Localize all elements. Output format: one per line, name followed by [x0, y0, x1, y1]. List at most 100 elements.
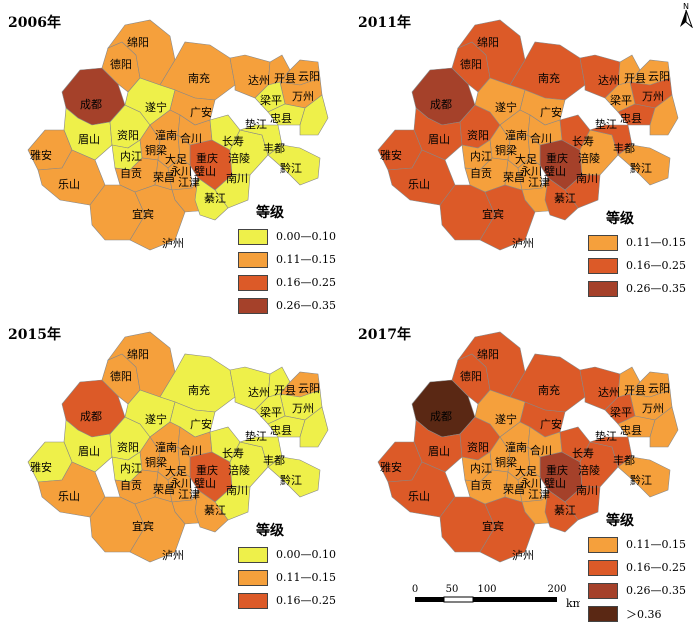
region-label-tongliang: 铜梁 — [145, 144, 167, 157]
legend-label: 0.26—0.35 — [626, 584, 686, 597]
region-label-dazu: 大足 — [165, 465, 187, 478]
region-label-zhongxian: 忠县 — [270, 424, 292, 437]
region-label-jiangjin: 江津 — [178, 176, 200, 189]
region-yongchuan — [517, 157, 543, 191]
region-label-guangan: 广安 — [190, 418, 212, 431]
region-label-bishan: 璧山 — [544, 477, 566, 490]
region-label-yibin: 宜宾 — [482, 520, 504, 533]
region-label-suining: 遂宁 — [145, 413, 167, 426]
region-label-dianjiang: 垫江 — [245, 118, 267, 131]
region-label-luzhou: 泸州 — [512, 237, 534, 250]
panel-title: 2017年 — [358, 327, 411, 343]
region-label-dazhou: 达州 — [248, 386, 270, 399]
region-label-yongchuan: 永川 — [170, 165, 192, 178]
region-label-guangan: 广安 — [540, 418, 562, 431]
region-label-suining: 遂宁 — [495, 101, 517, 114]
legend-swatch — [588, 280, 618, 297]
region-label-dazu: 大足 — [515, 153, 537, 166]
region-label-ziyang: 资阳 — [467, 441, 489, 454]
legend-label: 0.16—0.25 — [276, 594, 336, 607]
region-label-luzhou: 泸州 — [162, 237, 184, 250]
region-yongchuan — [167, 157, 193, 191]
region-label-fuling: 涪陵 — [578, 152, 600, 165]
region-label-yongchuan: 永川 — [170, 477, 192, 490]
region-label-tongnan: 潼南 — [155, 441, 177, 454]
region-label-guangan: 广安 — [190, 106, 212, 119]
region-label-kaixian: 开县 — [274, 72, 296, 85]
region-qijiang — [194, 489, 229, 533]
scale-unit: km — [566, 597, 580, 610]
region-label-tongnan: 潼南 — [505, 441, 527, 454]
legend-label: 0.11—0.15 — [276, 571, 336, 584]
legend-label: 0.16—0.25 — [276, 276, 336, 289]
region-bishan — [177, 446, 191, 478]
region-label-leshan: 乐山 — [58, 490, 80, 503]
region-label-suining: 遂宁 — [495, 413, 517, 426]
region-xiaoqu — [299, 94, 329, 136]
region-qijiang — [544, 177, 579, 221]
legend-swatch — [588, 257, 618, 274]
map-panel-2015: 2015年 成都 德阳 绵阳 南充 达州 开县 云阳 万州 梁平 忠县 垫江 遂宁 广安 眉山 资阳 潼南 合川 长… — [0, 312, 350, 624]
region-label-qijiang: 綦江 — [554, 192, 576, 205]
region-label-yaan: 雅安 — [30, 149, 52, 162]
region-label-mianyang: 绵阳 — [477, 348, 499, 361]
region-label-dazhou: 达州 — [598, 386, 620, 399]
region-label-fuling: 涪陵 — [228, 464, 250, 477]
region-label-mianyang: 绵阳 — [127, 36, 149, 49]
legend-item: ＞0.36 — [588, 604, 686, 623]
region-label-dazu: 大足 — [515, 465, 537, 478]
region-label-qianjiang: 黔江 — [280, 162, 302, 175]
region-label-zhongxian: 忠县 — [620, 112, 642, 125]
region-liangping — [254, 81, 286, 113]
region-label-liangping: 梁平 — [610, 406, 632, 419]
legend-label: ＞0.36 — [626, 607, 662, 621]
region-label-bishan: 璧山 — [544, 165, 566, 178]
region-label-chengdu: 成都 — [80, 410, 102, 423]
region-label-kaixian: 开县 — [624, 72, 646, 85]
legend-swatch — [588, 582, 618, 599]
region-label-meishan: 眉山 — [78, 133, 100, 146]
region-label-tongnan: 潼南 — [155, 129, 177, 142]
region-qianjiang — [617, 144, 671, 186]
region-label-chongqing: 重庆 — [546, 464, 568, 477]
region-label-liangping: 梁平 — [610, 94, 632, 107]
region-label-leshan: 乐山 — [58, 178, 80, 191]
legend-swatch — [238, 297, 268, 314]
legend-label: 0.16—0.25 — [626, 561, 686, 574]
region-label-ziyang: 资阳 — [467, 129, 489, 142]
region-xiaoqu — [649, 406, 679, 448]
region-label-suining: 遂宁 — [145, 101, 167, 114]
region-label-dianjiang: 垫江 — [595, 430, 617, 443]
legend-label: 0.00—0.10 — [276, 230, 336, 243]
legend-item: 0.11—0.15 — [238, 250, 336, 269]
region-label-tongliang: 铜梁 — [495, 144, 517, 157]
region-label-fengdu: 丰都 — [263, 142, 285, 155]
region-label-neijiang: 内江 — [470, 462, 492, 475]
legend-swatch — [238, 251, 268, 268]
region-label-qijiang: 綦江 — [204, 504, 226, 517]
region-label-chengdu: 成都 — [430, 410, 452, 423]
region-label-luzhou: 泸州 — [512, 549, 534, 562]
legend-item: 0.16—0.25 — [238, 273, 336, 292]
region-label-wanzhou: 万州 — [642, 402, 664, 415]
legend-item: 0.11—0.15 — [588, 233, 686, 252]
scale-tick-200: 200 — [547, 584, 566, 595]
region-label-yongchuan: 永川 — [520, 165, 542, 178]
legend-item: 0.16—0.25 — [588, 256, 686, 275]
region-label-jiangjin: 江津 — [178, 488, 200, 501]
legend: 等级 0.00—0.10 0.11—0.15 0.16—0.25 0.26—0.35 — [238, 202, 336, 319]
region-map — [27, 331, 329, 563]
region-label-yunyang: 云阳 — [298, 382, 320, 395]
region-label-meishan: 眉山 — [428, 445, 450, 458]
region-label-yongchuan: 永川 — [520, 477, 542, 490]
region-label-zigong: 自贡 — [120, 167, 142, 180]
legend-label: 0.16—0.25 — [626, 259, 686, 272]
legend-item: 0.16—0.25 — [238, 591, 336, 610]
region-label-nanchuan: 南川 — [226, 484, 248, 497]
legend-item: 0.00—0.10 — [238, 545, 336, 564]
region-label-nanchong: 南充 — [538, 72, 560, 85]
region-label-nanchong: 南充 — [538, 384, 560, 397]
region-label-deyang: 德阳 — [110, 370, 132, 383]
map-panel-2011: 2011年 成都 德阳 绵阳 南充 达州 开县 云阳 万州 梁平 忠县 垫江 遂宁 广安 眉山 资阳 潼南 合川 长… — [350, 0, 700, 312]
legend-label: 0.11—0.15 — [626, 538, 686, 551]
